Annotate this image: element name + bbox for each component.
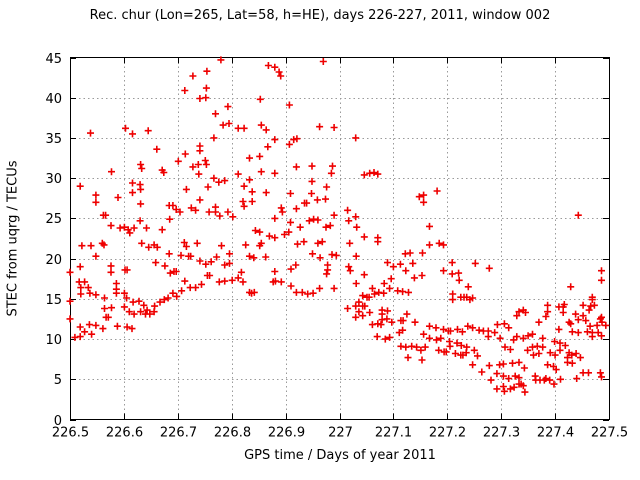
y-tick-label: 40	[45, 92, 62, 107]
x-tick-label: 227.1	[375, 426, 412, 441]
x-tick-label: 227.5	[591, 426, 628, 441]
y-tick-label: 10	[45, 333, 62, 348]
y-tick-label: 5	[54, 373, 62, 388]
scatter-points	[66, 56, 610, 396]
y-tick-label: 30	[45, 172, 62, 187]
x-tick-label: 227	[328, 426, 353, 441]
x-tick-label: 227.3	[483, 426, 520, 441]
x-tick-label: 226.7	[160, 426, 197, 441]
x-tick-label: 226.5	[52, 426, 89, 441]
x-tick-label: 226.8	[214, 426, 251, 441]
y-tick-label: 45	[45, 52, 62, 67]
x-axis-title: GPS time / Days of year 2011	[244, 448, 436, 463]
x-tick-label: 227.2	[429, 426, 466, 441]
y-axis-title: STEC from uqrg / TECUs	[5, 160, 21, 317]
y-tick-label: 15	[45, 293, 62, 308]
x-tick-label: 226.6	[106, 426, 143, 441]
y-tick-label: 0	[54, 414, 62, 429]
chart-title: Rec. chur (Lon=265, Lat=58, h=HE), days …	[89, 8, 551, 23]
y-tick-label: 25	[45, 212, 62, 227]
y-tick-label: 35	[45, 132, 62, 147]
x-tick-label: 227.4	[537, 426, 574, 441]
x-tick-label: 226.9	[268, 426, 305, 441]
y-tick-label: 20	[45, 253, 62, 268]
